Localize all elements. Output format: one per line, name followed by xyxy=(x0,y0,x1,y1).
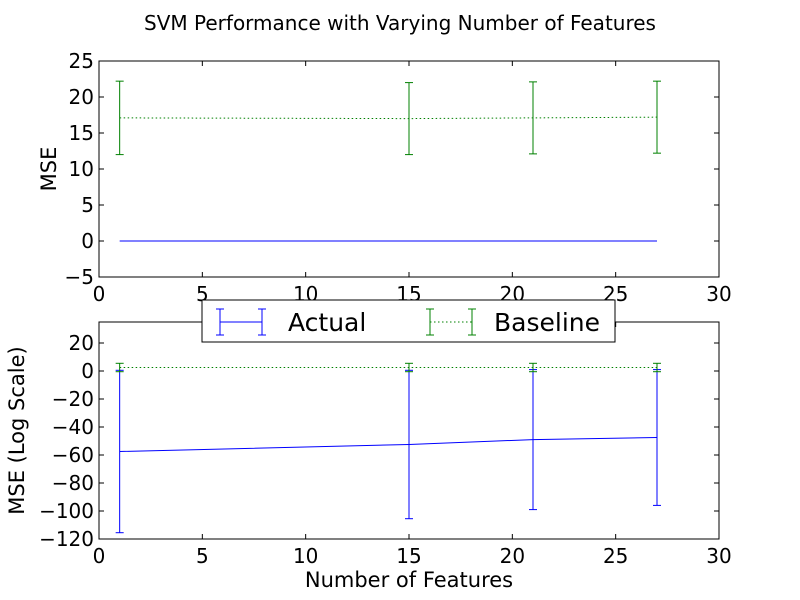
y-tick-label: 0 xyxy=(81,359,94,383)
y-tick-label: −100 xyxy=(39,499,94,523)
x-tick-label: 15 xyxy=(396,544,421,568)
y-tick-label: −5 xyxy=(65,265,94,289)
legend-label: Actual xyxy=(288,308,366,337)
error-bar xyxy=(529,362,537,373)
y-tick-label: 0 xyxy=(81,229,94,253)
y-tick-label: 5 xyxy=(81,193,94,217)
series-baseline xyxy=(115,80,661,156)
legend-entry-baseline: Baseline xyxy=(426,308,600,337)
x-tick-label: 5 xyxy=(196,544,209,568)
y-tick-label: 20 xyxy=(69,331,94,355)
series-actual xyxy=(115,369,661,534)
legend-label: Baseline xyxy=(494,308,600,337)
y-tick-label: 15 xyxy=(69,121,94,145)
error-bar xyxy=(115,80,124,156)
series-line xyxy=(119,116,658,120)
legend-box xyxy=(201,299,616,343)
error-bar xyxy=(529,81,537,155)
y-axis-label: MSE xyxy=(37,147,61,192)
legend-entry-actual: Actual xyxy=(216,308,366,337)
error-bar xyxy=(653,80,661,154)
x-axis-label: Number of Features xyxy=(305,568,513,592)
x-tick-label: 10 xyxy=(293,544,318,568)
y-tick-label: −20 xyxy=(52,387,94,411)
x-tick-label: 25 xyxy=(603,544,628,568)
series-baseline xyxy=(115,362,661,373)
error-bar xyxy=(405,362,413,373)
figure-title: SVM Performance with Varying Number of F… xyxy=(144,11,656,35)
legend: Actual Baseline xyxy=(201,299,616,343)
x-tick-label: 30 xyxy=(706,544,731,568)
y-tick-label: 20 xyxy=(69,85,94,109)
x-tick-label: 30 xyxy=(706,282,731,306)
y-tick-label: −120 xyxy=(39,527,94,551)
y-tick-label: −80 xyxy=(52,471,94,495)
error-bar xyxy=(653,362,661,373)
error-bar xyxy=(405,82,413,156)
error-bar xyxy=(115,362,124,373)
y-tick-label: 10 xyxy=(69,157,94,181)
x-tick-label: 0 xyxy=(93,544,106,568)
y-axis-label: MSE (Log Scale) xyxy=(5,346,29,514)
series-line xyxy=(119,437,658,452)
subplot-2: 0 5 10 15 20 25 30 −120 −100 −80 −60 −40 −20 0 20 MSE (… xyxy=(5,321,732,592)
x-tick-label: 20 xyxy=(500,544,525,568)
y-tick-label: 25 xyxy=(69,49,94,73)
y-tick-label: −60 xyxy=(52,443,94,467)
y-tick-label: −40 xyxy=(52,415,94,439)
x-tick-label: 0 xyxy=(93,282,106,306)
